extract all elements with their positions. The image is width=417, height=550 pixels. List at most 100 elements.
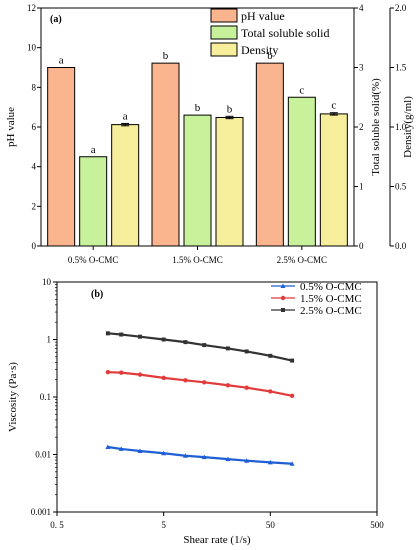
panel-a-right1-tick-label: 2 bbox=[359, 122, 364, 132]
panel-b-series-line bbox=[107, 445, 293, 465]
panel-b-series bbox=[105, 331, 295, 466]
panel-b-series-line bbox=[107, 371, 293, 397]
panel-b-marker bbox=[280, 295, 286, 301]
panel-b-legend-label: 2.5% O-CMC bbox=[300, 305, 362, 317]
panel-b-y-axis: 0.001 0.01 0.1 1 10 bbox=[31, 277, 57, 517]
panel-a-bar bbox=[47, 67, 76, 247]
panel-b-legend-label: 0.5% O-CMC bbox=[300, 281, 362, 293]
panel-a-significance-letter: b bbox=[267, 50, 273, 62]
panel-b-y-axis-title: Viscosity (Pa·s) bbox=[7, 362, 19, 432]
panel-b-marker bbox=[244, 458, 250, 463]
panel-a-legend-label: pH value bbox=[241, 9, 285, 23]
panel-b-marker bbox=[225, 456, 231, 462]
panel-a-bar bbox=[319, 113, 348, 247]
panel-a-left-tick-label: 10 bbox=[27, 43, 37, 53]
panel-a-legend-label: Total soluble solid bbox=[241, 26, 330, 40]
panel-b-marker bbox=[290, 358, 295, 363]
panel-a-x-tick-label: 1.5% O-CMC bbox=[172, 255, 223, 265]
panel-a-left-tick-label: 12 bbox=[27, 3, 36, 13]
panel-a-significance-letter: c bbox=[331, 100, 336, 112]
panel-b-y-tick-label: 0.1 bbox=[40, 392, 51, 402]
panel-a-left-tick-label: 4 bbox=[32, 162, 37, 172]
panel-a-left-tick-label: 2 bbox=[32, 201, 37, 211]
panel-b-marker bbox=[201, 454, 207, 460]
panel-b-y-tick-label: 10 bbox=[42, 277, 52, 287]
panel-b-marker bbox=[268, 353, 273, 358]
panel-a-bar bbox=[151, 62, 180, 247]
panel-b-marker bbox=[105, 444, 111, 450]
panel-a-x-tick-label: 2.5% O-CMC bbox=[277, 255, 328, 265]
panel-a-right-axis-tss: 0 1 2 3 4 bbox=[354, 3, 364, 251]
panel-a-x-tick-label: 0.5% O-CMC bbox=[68, 255, 119, 265]
panel-a-legend-swatch bbox=[210, 25, 238, 40]
panel-a-left-tick-label: 0 bbox=[32, 241, 37, 251]
panel-b-marker bbox=[244, 349, 249, 354]
panel-a-left-tick-label: 6 bbox=[32, 122, 37, 132]
panel-b-y-tick-label: 0.01 bbox=[35, 450, 51, 460]
panel-a-bar bbox=[79, 156, 108, 247]
panel-a-right2-tick-label: 2.0 bbox=[395, 3, 407, 13]
panel-a-right2-tick-label: 0.0 bbox=[395, 241, 407, 251]
panel-b-marker bbox=[267, 459, 273, 465]
panel-a-left-axis: 0 2 4 6 8 10 12 bbox=[27, 3, 41, 251]
panel-b-marker bbox=[289, 461, 295, 466]
panel-b-marker bbox=[244, 385, 249, 390]
panel-a-legend-swatch bbox=[210, 42, 238, 57]
panel-b-x-axis: 0. 5 5 50 500 bbox=[50, 512, 384, 530]
panel-a-significance-letter: a bbox=[123, 110, 128, 122]
panel-a-right2-tick-label: 1.0 bbox=[395, 122, 407, 132]
panel-b-marker bbox=[161, 337, 166, 342]
panel-b-marker bbox=[119, 370, 124, 375]
panel-b-marker bbox=[118, 446, 124, 451]
panel-b-series-line bbox=[107, 332, 293, 362]
panel-a-legend-swatch bbox=[210, 8, 238, 23]
panel-a-right2-axis-title: Density(g/ml) bbox=[402, 96, 414, 158]
panel-b-marker bbox=[119, 332, 124, 337]
panel-b-x-axis-title: Shear rate (1/s) bbox=[183, 534, 251, 546]
panel-b-marker bbox=[161, 450, 167, 456]
panel-b-y-tick-label: 1 bbox=[47, 335, 52, 345]
panel-b-line-chart: 0.001 0.01 0.1 1 10 0. 5 5 50 500 (b) Shear rat… bbox=[7, 277, 384, 546]
panel-a-bar bbox=[183, 114, 212, 247]
panel-b-marker bbox=[138, 334, 143, 339]
panel-a-significance-letter: c bbox=[299, 84, 304, 96]
panel-a-legend-label: Density bbox=[241, 43, 278, 57]
panel-a-significance-letter: b bbox=[163, 50, 169, 62]
panel-b-marker bbox=[202, 343, 207, 348]
panel-a-bar bbox=[111, 124, 140, 247]
panel-a-left-axis-title: pH value bbox=[5, 107, 17, 147]
panel-a-legend: pH value Total soluble solid Density bbox=[210, 8, 330, 57]
panel-b-marker bbox=[105, 331, 110, 336]
panel-a-x-axis: 0.5% O-CMC 1.5% O-CMC 2.5% O-CMC bbox=[68, 246, 327, 265]
panel-b-marker bbox=[137, 448, 143, 454]
panel-a-right1-tick-label: 0 bbox=[359, 241, 364, 251]
panel-b-marker bbox=[289, 393, 295, 398]
panel-b-marker bbox=[182, 453, 188, 458]
panel-a-right1-tick-label: 3 bbox=[359, 63, 364, 73]
panel-b-marker bbox=[161, 375, 166, 381]
panel-a-right1-tick-label: 1 bbox=[359, 182, 364, 192]
panel-b-letter: (b) bbox=[91, 289, 103, 300]
panel-a-significance-letter: a bbox=[91, 144, 96, 156]
panel-b-marker bbox=[202, 380, 207, 385]
panel-a-right2-tick-label: 1.5 bbox=[395, 63, 407, 73]
panel-a-bar bbox=[255, 62, 284, 247]
panel-a-right1-axis-title: Total soluble solid(%) bbox=[370, 78, 382, 176]
panel-b-marker bbox=[183, 378, 188, 383]
panel-b-y-tick-label: 0.001 bbox=[31, 507, 51, 517]
panel-a-bars: a a a b b b b c c bbox=[47, 50, 348, 247]
panel-a-bar bbox=[287, 96, 316, 247]
panel-b-x-tick-label: 0. 5 bbox=[50, 520, 64, 530]
panel-b-marker bbox=[137, 372, 143, 377]
panel-b-marker bbox=[225, 383, 231, 388]
panel-b-marker bbox=[280, 283, 286, 288]
panel-b-marker bbox=[183, 340, 188, 345]
panel-b-x-tick-label: 500 bbox=[370, 520, 384, 530]
panel-a-right1-tick-label: 4 bbox=[359, 3, 364, 13]
panel-a-left-tick-label: 8 bbox=[32, 82, 37, 92]
panel-b-marker bbox=[225, 346, 230, 351]
panel-a-right2-tick-label: 0.5 bbox=[395, 182, 407, 192]
